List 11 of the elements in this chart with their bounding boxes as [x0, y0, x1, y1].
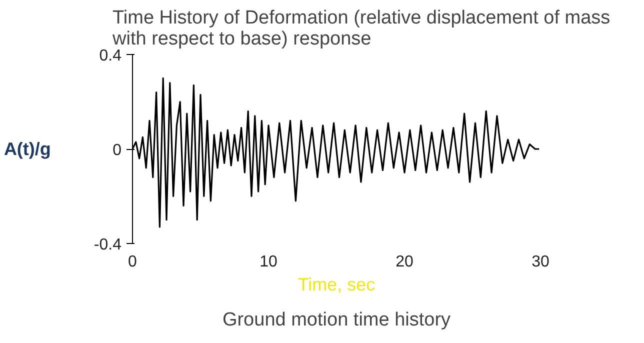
y-tick-label: 0	[112, 142, 122, 159]
x-axis-title: Time, sec	[298, 274, 376, 294]
x-tick-label: 10	[260, 254, 278, 270]
x-tick-label: 0	[128, 254, 138, 270]
text: Ground motion time history	[222, 310, 452, 330]
y-tick-label: -0.4	[94, 236, 122, 254]
y-tick-label: 0.4	[99, 48, 122, 64]
x-tick-label: 20	[396, 254, 414, 270]
chart-title: Time History of Deformation (relative displacement of mass with respect to base) response	[112, 8, 610, 50]
y-axis-title: A(t)/g	[4, 139, 51, 159]
x-tick-label: 30	[532, 254, 550, 270]
